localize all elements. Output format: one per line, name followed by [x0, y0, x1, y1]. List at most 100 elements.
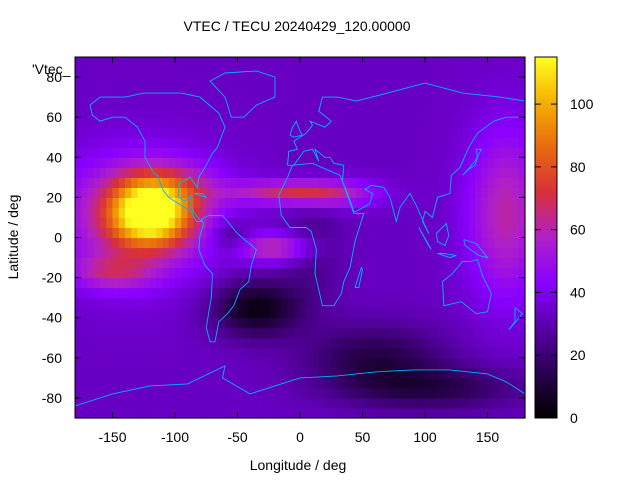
heatmap-cell: [443, 207, 451, 219]
heatmap-cell: [175, 97, 182, 108]
heatmap-cell: [406, 167, 414, 178]
heatmap-cell: [425, 127, 432, 138]
heatmap-cell: [281, 247, 289, 259]
heatmap-cell: [175, 357, 182, 369]
heatmap-cell: [493, 347, 501, 359]
heatmap-cell: [468, 407, 476, 419]
heatmap-cell: [300, 397, 307, 409]
heatmap-cell: [487, 147, 495, 158]
heatmap-cell: [350, 387, 357, 399]
heatmap-cell: [506, 277, 514, 289]
heatmap-cell: [393, 277, 401, 289]
heatmap-cell: [475, 377, 482, 389]
heatmap-cell: [193, 137, 201, 148]
heatmap-cell: [368, 137, 376, 148]
heatmap-cell: [225, 137, 232, 148]
heatmap-cell: [493, 337, 501, 349]
heatmap-cell: [81, 307, 89, 319]
heatmap-cell: [437, 67, 445, 78]
heatmap-cell: [218, 347, 226, 359]
heatmap-cell: [481, 197, 489, 209]
heatmap-cell: [512, 77, 520, 88]
heatmap-cell: [218, 87, 226, 98]
heatmap-cell: [112, 107, 120, 118]
heatmap-cell: [106, 407, 114, 419]
heatmap-cell: [243, 127, 251, 138]
heatmap-cell: [412, 97, 420, 108]
heatmap-cell: [300, 107, 307, 118]
heatmap-cell: [368, 67, 376, 78]
heatmap-cell: [443, 387, 451, 399]
heatmap-cell: [487, 307, 495, 319]
heatmap-cell: [493, 197, 501, 209]
heatmap-cell: [200, 347, 207, 359]
heatmap-cell: [293, 157, 301, 168]
heatmap-cell: [112, 377, 120, 389]
heatmap-cell: [318, 187, 326, 198]
heatmap-cell: [362, 167, 370, 178]
heatmap-cell: [143, 227, 151, 239]
heatmap-cell: [137, 167, 145, 178]
coastline: [442, 259, 492, 315]
heatmap-cell: [256, 137, 264, 148]
heatmap-cell: [131, 247, 139, 259]
heatmap-cell: [506, 407, 514, 419]
heatmap-cell: [118, 77, 126, 88]
heatmap-cell: [375, 107, 382, 118]
heatmap-cell: [456, 77, 464, 88]
heatmap-cell: [356, 147, 364, 158]
heatmap-cell: [500, 257, 507, 269]
heatmap-cell: [312, 227, 320, 239]
heatmap-cell: [143, 187, 151, 198]
heatmap-cell: [225, 117, 232, 128]
heatmap-cell: [162, 337, 170, 349]
heatmap-cell: [187, 197, 195, 209]
heatmap-cell: [312, 87, 320, 98]
heatmap-cell: [200, 357, 207, 369]
heatmap-cell: [418, 187, 426, 198]
heatmap-cell: [387, 287, 395, 299]
heatmap-cell: [356, 347, 364, 359]
heatmap-cell: [181, 127, 189, 138]
x-axis-ticks: -150 -100 -50 0 50 100 150: [98, 57, 499, 445]
heatmap-cell: [262, 137, 270, 148]
heatmap-cell: [406, 367, 414, 379]
heatmap-cell: [450, 67, 457, 78]
heatmap-cell: [250, 157, 257, 168]
heatmap-cell: [400, 247, 407, 259]
heatmap-cell: [112, 267, 120, 279]
heatmap-cell: [393, 237, 401, 249]
heatmap-cell: [193, 317, 201, 329]
heatmap-cell: [268, 227, 276, 239]
heatmap-cell: [381, 377, 389, 389]
heatmap-cell: [225, 177, 232, 188]
heatmap-cell: [231, 177, 239, 188]
heatmap-cell: [168, 67, 176, 78]
heatmap-cell: [443, 137, 451, 148]
heatmap-cell: [225, 327, 232, 339]
heatmap-cell: [437, 207, 445, 219]
heatmap-cell: [212, 377, 220, 389]
heatmap-cell: [231, 187, 239, 198]
heatmap-cell: [343, 297, 351, 309]
heatmap-cell: [268, 367, 276, 379]
heatmap-cell: [375, 277, 382, 289]
heatmap-cell: [162, 327, 170, 339]
heatmap-cell: [450, 367, 457, 379]
heatmap-cell: [331, 387, 339, 399]
colorbar-tick-label: 100: [570, 96, 594, 112]
heatmap-cell: [481, 87, 489, 98]
heatmap-cell: [512, 347, 520, 359]
heatmap-cell: [131, 287, 139, 299]
heatmap-cell: [481, 277, 489, 289]
heatmap-cell: [456, 157, 464, 168]
heatmap-cell: [468, 267, 476, 279]
heatmap-cell: [181, 117, 189, 128]
heatmap-cell: [156, 397, 164, 409]
y-tick-label: -60: [42, 350, 62, 366]
heatmap-cell: [106, 337, 114, 349]
heatmap-cell: [281, 187, 289, 198]
heatmap-cell: [100, 287, 107, 299]
heatmap-cell: [481, 187, 489, 198]
heatmap-cell: [137, 227, 145, 239]
